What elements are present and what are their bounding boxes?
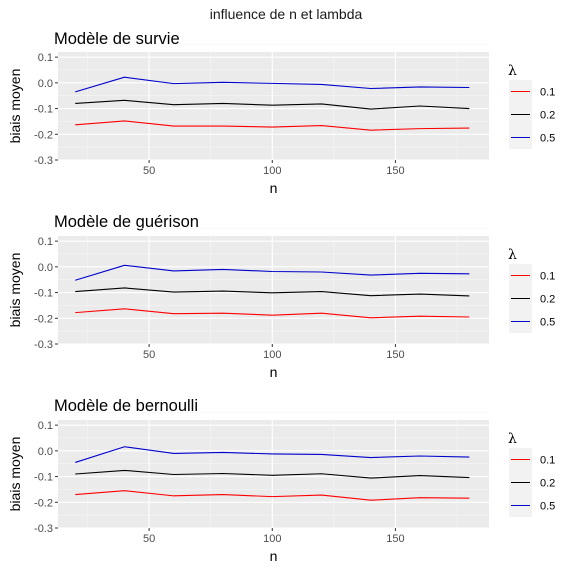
series-line-0.5	[75, 264, 470, 281]
x-axis-label: n	[270, 548, 278, 564]
y-axis-label: biais moyen	[7, 69, 23, 144]
y-tick-label: -0.2	[34, 313, 53, 325]
y-tick-label: -0.1	[34, 472, 53, 484]
legend-label: 0.2	[540, 294, 555, 306]
panel-title: Modèle de guérison	[54, 213, 199, 231]
series-line-0.1	[75, 308, 470, 319]
y-tick-label: 0.1	[38, 420, 53, 432]
legend-label: 0.5	[540, 501, 555, 513]
series-line-0.2	[75, 99, 470, 110]
x-tick-label: 150	[386, 165, 404, 177]
x-tick-label: 100	[263, 533, 281, 545]
series-line-0.1	[75, 490, 470, 501]
x-tick-label: 100	[263, 349, 281, 361]
legend-label: 0.1	[540, 271, 555, 283]
legend-label: 0.2	[540, 478, 555, 490]
legend-label: 0.1	[540, 455, 555, 467]
y-tick-label: -0.1	[34, 288, 53, 300]
legend-label: 0.5	[540, 317, 555, 329]
series-line-0.2	[75, 469, 470, 479]
legend-label: 0.1	[540, 87, 555, 99]
y-axis-label: biais moyen	[7, 253, 23, 328]
y-tick-label: 0.1	[38, 236, 53, 248]
y-tick-label: -0.3	[34, 155, 53, 167]
legend-title: λ	[508, 63, 517, 79]
x-tick-label: 150	[386, 349, 404, 361]
series-line-0.5	[75, 446, 470, 463]
x-tick-label: 150	[386, 533, 404, 545]
y-tick-label: 0.0	[38, 446, 53, 458]
panel-title: Modèle de bernoulli	[54, 397, 198, 415]
x-tick-label: 50	[143, 349, 155, 361]
y-axis-label: biais moyen	[7, 437, 23, 512]
x-tick-label: 100	[263, 165, 281, 177]
y-tick-label: -0.3	[34, 339, 53, 351]
y-tick-label: 0.0	[38, 262, 53, 274]
y-tick-label: -0.3	[34, 523, 53, 535]
x-tick-label: 50	[143, 165, 155, 177]
y-tick-label: -0.1	[34, 104, 53, 116]
plot-background	[58, 236, 489, 344]
x-axis-label: n	[270, 180, 278, 196]
y-tick-label: 0.0	[38, 78, 53, 90]
x-tick-label: 50	[143, 533, 155, 545]
series-line-0.2	[75, 287, 470, 297]
legend-title: λ	[508, 247, 517, 263]
y-tick-label: -0.2	[34, 497, 53, 509]
series-line-0.1	[75, 120, 470, 131]
series-line-0.5	[75, 76, 470, 93]
legend-title: λ	[508, 431, 517, 447]
figure-title: influence de n et lambda	[210, 6, 363, 22]
legend-label: 0.2	[540, 110, 555, 122]
panel-title: Modèle de survie	[54, 30, 180, 48]
legend-label: 0.5	[540, 133, 555, 145]
x-axis-label: n	[270, 364, 278, 380]
y-tick-label: 0.1	[38, 52, 53, 64]
y-tick-label: -0.2	[34, 129, 53, 141]
plot-background	[58, 420, 489, 528]
